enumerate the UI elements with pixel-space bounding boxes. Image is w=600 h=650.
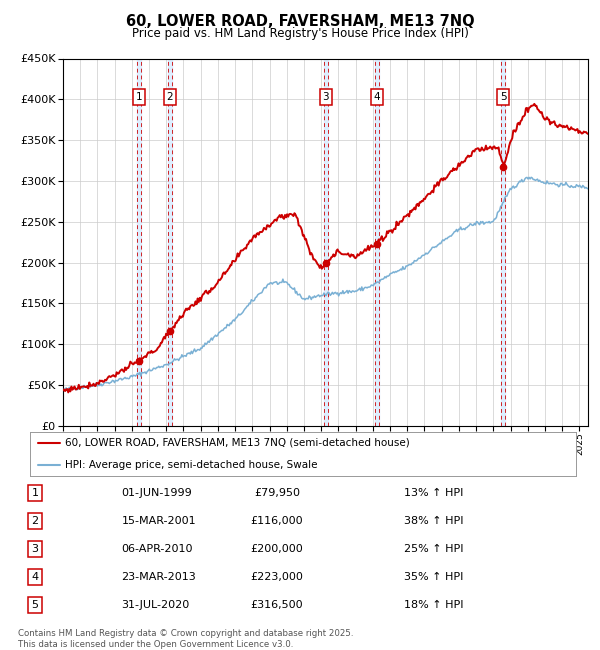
Text: 01-JUN-1999: 01-JUN-1999	[121, 488, 192, 498]
Text: 1: 1	[136, 92, 142, 102]
Text: £116,000: £116,000	[251, 516, 303, 526]
Bar	[375, 58, 379, 426]
Text: 31-JUL-2020: 31-JUL-2020	[121, 600, 190, 610]
Text: 06-APR-2010: 06-APR-2010	[121, 544, 193, 554]
Text: £316,500: £316,500	[251, 600, 303, 610]
Text: 4: 4	[31, 572, 38, 582]
Text: 2: 2	[167, 92, 173, 102]
Text: 60, LOWER ROAD, FAVERSHAM, ME13 7NQ (semi-detached house): 60, LOWER ROAD, FAVERSHAM, ME13 7NQ (sem…	[65, 437, 410, 448]
Text: 3: 3	[32, 544, 38, 554]
Bar	[137, 58, 141, 426]
Text: £79,950: £79,950	[254, 488, 300, 498]
Text: 18% ↑ HPI: 18% ↑ HPI	[404, 600, 463, 610]
Bar	[501, 58, 505, 426]
Text: 38% ↑ HPI: 38% ↑ HPI	[404, 516, 463, 526]
Text: 13% ↑ HPI: 13% ↑ HPI	[404, 488, 463, 498]
Text: 35% ↑ HPI: 35% ↑ HPI	[404, 572, 463, 582]
Text: 23-MAR-2013: 23-MAR-2013	[121, 572, 196, 582]
Text: 1: 1	[32, 488, 38, 498]
Text: £200,000: £200,000	[251, 544, 304, 554]
Text: 25% ↑ HPI: 25% ↑ HPI	[404, 544, 463, 554]
Text: 4: 4	[373, 92, 380, 102]
Bar	[324, 58, 328, 426]
Text: 3: 3	[323, 92, 329, 102]
Text: 60, LOWER ROAD, FAVERSHAM, ME13 7NQ: 60, LOWER ROAD, FAVERSHAM, ME13 7NQ	[125, 14, 475, 29]
Text: £223,000: £223,000	[251, 572, 304, 582]
Text: 5: 5	[32, 600, 38, 610]
Bar	[168, 58, 172, 426]
Text: 15-MAR-2001: 15-MAR-2001	[121, 516, 196, 526]
Text: HPI: Average price, semi-detached house, Swale: HPI: Average price, semi-detached house,…	[65, 460, 318, 470]
Text: Price paid vs. HM Land Registry's House Price Index (HPI): Price paid vs. HM Land Registry's House …	[131, 27, 469, 40]
Text: 2: 2	[31, 516, 38, 526]
Text: 5: 5	[500, 92, 506, 102]
Text: Contains HM Land Registry data © Crown copyright and database right 2025.
This d: Contains HM Land Registry data © Crown c…	[18, 629, 353, 649]
